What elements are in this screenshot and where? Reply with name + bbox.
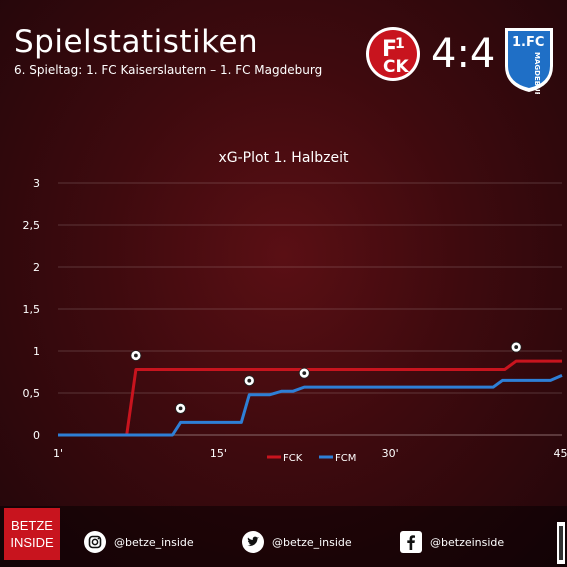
svg-text:F: F [382,37,397,62]
x-tick-label: 1' [53,447,63,460]
twitter-link[interactable]: @betze_inside [242,530,352,554]
goal-ball-patch [178,406,183,411]
y-tick-label: 1,5 [23,303,41,316]
goal-ball-patch [514,345,519,349]
y-tick-label: 2,5 [23,219,41,232]
betze-inside-logo: BETZE INSIDE [4,508,60,560]
y-tick-label: 0,5 [23,387,41,400]
fcm-logo-icon: 1.FC MAGDEBURG [505,28,553,94]
goal-ball-patch [133,353,138,358]
x-tick-label: 15' [210,447,227,460]
facebook-link[interactable]: @betzeinside [400,530,504,554]
fck-logo-icon: F 1 CK [366,27,420,81]
chart-title: xG-Plot 1. Halbzeit [218,150,349,166]
series-line-fcm [58,374,563,437]
svg-text:1: 1 [395,36,405,52]
x-tick-label: 45' [553,447,567,460]
goal-ball-patch [302,371,307,376]
twitter-handle: @betze_inside [272,535,352,549]
goal-ball-patch [247,378,252,383]
instagram-handle: @betze_inside [114,535,194,549]
legend-label-fcm: FCM [335,453,356,464]
instagram-link[interactable]: @betze_inside [84,530,194,554]
series-line-fck [58,359,562,437]
x-tick-label: 30' [382,447,399,460]
watermark-mark [557,522,565,564]
match-subtitle: 6. Spieltag: 1. FC Kaiserslautern – 1. F… [14,63,323,77]
y-tick-label: 2 [33,261,40,274]
svg-text:MAGDEBURG: MAGDEBURG [533,52,541,94]
page-title: Spielstatistiken [14,24,259,60]
brand-line-1: BETZE [11,518,53,533]
legend-label-fck: FCK [283,453,303,464]
svg-text:1.FC: 1.FC [512,35,544,50]
facebook-icon [400,531,422,553]
instagram-icon [84,531,106,553]
brand-line-2: INSIDE [10,535,54,550]
match-score: 4:4 [431,31,496,77]
y-tick-label: 3 [33,177,40,190]
twitter-icon [242,531,264,553]
facebook-handle: @betzeinside [430,535,505,549]
svg-text:CK: CK [383,57,409,77]
y-tick-label: 1 [33,345,40,358]
y-tick-label: 0 [33,429,40,442]
